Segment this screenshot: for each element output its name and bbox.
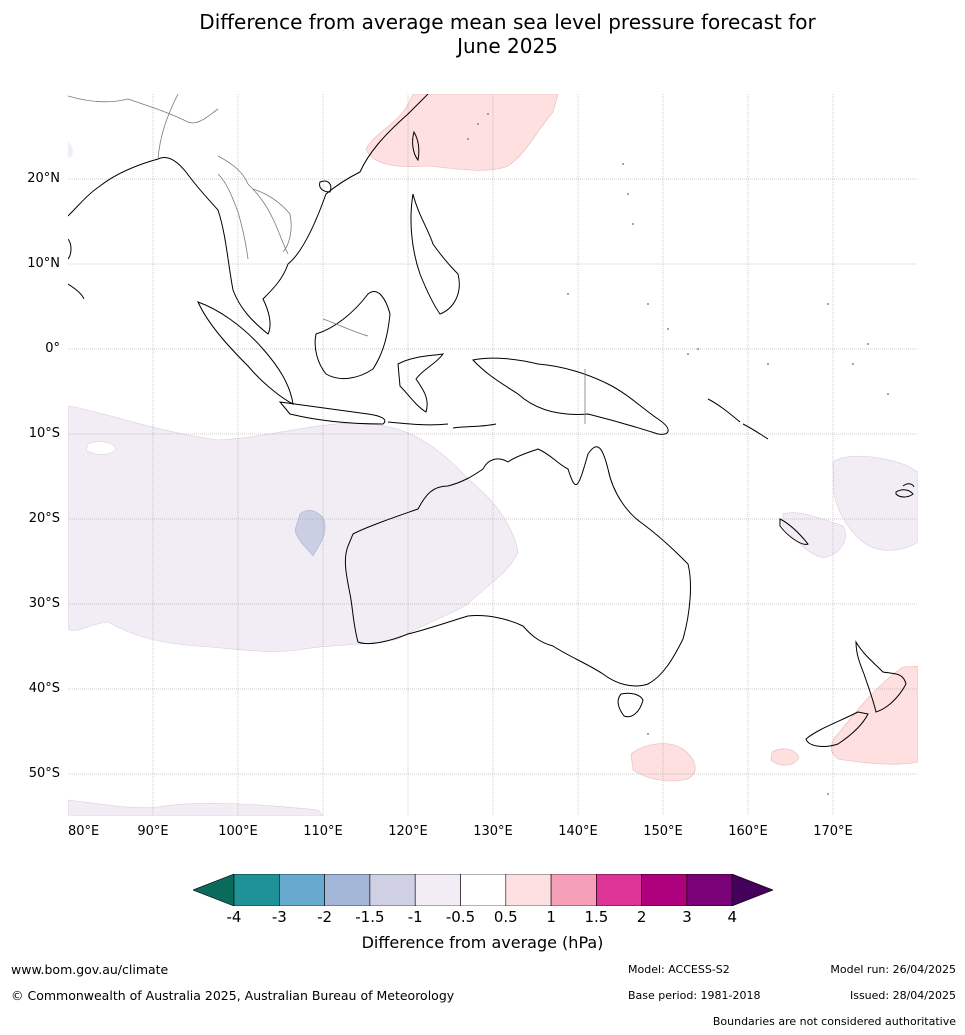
colorbar-under-arrow [193,874,235,906]
lat-label-50s: 50°S [28,766,60,781]
colorbar-tick-label: 1 [546,908,556,926]
colorbar-segment-9 [641,874,688,906]
colorbar [193,874,773,906]
lat-label-10n: 10°N [27,256,60,271]
colorbar-segments [233,874,733,906]
coastline-new-zealand-north [855,640,907,713]
colorbar-segment-3 [369,874,416,906]
lat-label-40s: 40°S [28,681,60,696]
chart-title: Difference from average mean sea level p… [0,10,965,58]
coastline-lesser-sunda [387,421,497,429]
country-borders [68,94,586,424]
footer-copyright: © Commonwealth of Australia 2025, Austra… [11,988,455,1003]
footer-url: www.bom.gov.au/climate [11,962,169,977]
coastline-hainan [319,180,332,193]
anomaly-positive-tasman [770,665,918,766]
coastline-new-zealand-south [805,711,869,747]
coastline-new-caledonia [779,518,809,545]
anomaly-negative-indian-ocean [68,405,519,652]
colorbar-tick-label: -1 [407,908,423,926]
colorbar-segment-0 [233,874,280,906]
colorbar-tick-label: 2 [636,908,647,926]
colorbar-tick-label: 4 [727,908,738,926]
colorbar-segment-2 [324,874,371,906]
lon-label-150e: 150°E [643,824,683,839]
lon-label-120e: 120°E [388,824,428,839]
title-line-1: Difference from average mean sea level p… [199,10,816,34]
map-svg [68,94,918,816]
colorbar-over-arrow [731,874,773,906]
coastlines [68,94,915,747]
coastline-borneo [314,291,391,380]
small-islands [467,113,889,795]
footer-base-period: Base period: 1981-2018 [628,989,761,1002]
anomaly-positive-east-china-sea [365,94,559,171]
coastline-australia [344,446,691,687]
coastline-philippines [410,193,460,315]
lat-label-10s: 10°S [28,426,60,441]
lon-label-170e: 170°E [813,824,853,839]
colorbar-tick-label: -2 [317,908,333,926]
colorbar-segment-4 [414,874,461,906]
title-line-2: June 2025 [457,34,558,58]
anomaly-small-west-edge [68,142,73,158]
coastline-java [278,401,386,425]
colorbar-tick-label: 3 [682,908,692,926]
colorbar-tick-label: 0.5 [493,908,518,926]
anomaly-negative-southwest-pacific [782,455,918,559]
footer-model: Model: ACCESS-S2 [628,963,730,976]
colorbar-tick-label: -3 [271,908,287,926]
colorbar-segment-5 [460,874,507,906]
coastline-sumatra [197,301,294,405]
footer-model-run: Model run: 26/04/2025 [830,963,956,976]
coastline-taiwan [412,130,420,162]
anomaly-negative-southern-ocean [68,799,324,816]
lat-label-20s: 20°S [28,511,60,526]
colorbar-tick-label: -4 [226,908,242,926]
forecast-map [68,94,918,816]
colorbar-tick-label: -1.5 [355,908,385,926]
lon-label-140e: 140°E [558,824,598,839]
colorbar-segment-1 [279,874,325,906]
coastline-sulawesi [397,353,445,413]
coastline-india-east [68,238,85,300]
colorbar-label: Difference from average (hPa) [361,933,604,952]
lat-label-20n: 20°N [27,171,60,186]
footer-issued: Issued: 28/04/2025 [849,989,956,1002]
lat-label-0: 0° [45,341,60,356]
colorbar-tick-label: -0.5 [445,908,476,926]
lon-label-110e: 110°E [303,824,343,839]
anomaly-negative-patch-west-australia [294,510,326,557]
gridlines [68,94,918,816]
lat-label-30s: 30°S [28,596,60,611]
coastline-new-guinea [472,357,669,435]
lon-label-160e: 160°E [728,824,768,839]
lon-label-90e: 90°E [137,824,169,839]
lon-label-130e: 130°E [473,824,513,839]
coastline-fiji [895,483,915,498]
colorbar-segment-7 [550,874,597,906]
coastline-solomon-islands [707,398,769,440]
colorbar-segment-6 [505,874,552,906]
lon-label-80e: 80°E [68,824,100,839]
colorbar-segment-10 [686,874,733,906]
coastline-tasmania [617,692,644,718]
coastline-asia [68,94,429,335]
lon-label-100e: 100°E [218,824,258,839]
colorbar-tick-label: 1.5 [584,908,609,926]
colorbar-segment-8 [596,874,642,906]
footer-disclaimer: Boundaries are not considered authoritat… [712,1015,956,1028]
